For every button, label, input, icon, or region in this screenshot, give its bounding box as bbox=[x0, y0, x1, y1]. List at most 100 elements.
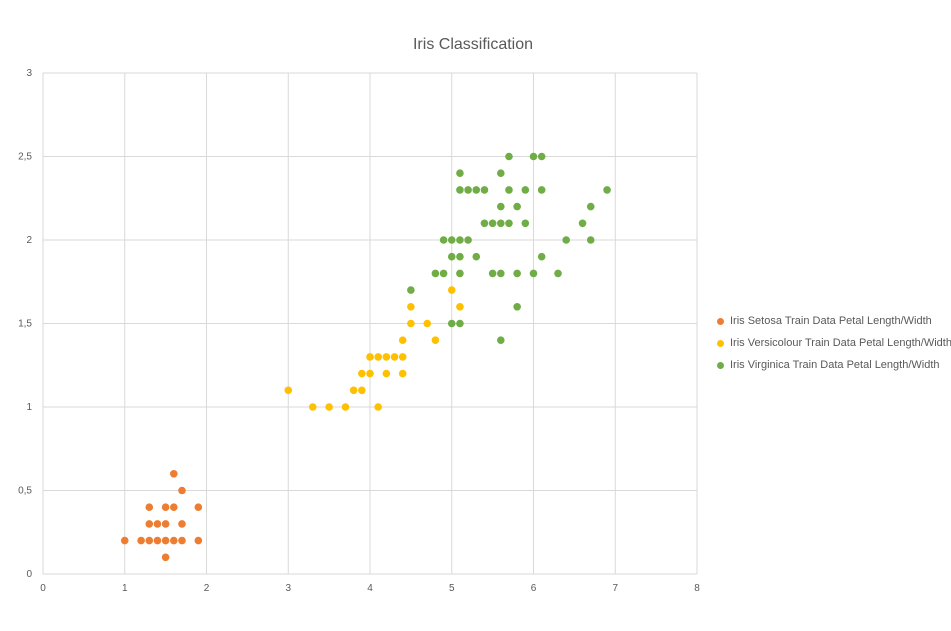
data-point bbox=[456, 303, 464, 311]
data-point bbox=[407, 286, 415, 294]
legend-item: Iris Virginica Train Data Petal Length/W… bbox=[717, 359, 951, 371]
data-point bbox=[194, 503, 203, 512]
data-point bbox=[390, 353, 399, 361]
data-point bbox=[398, 353, 407, 361]
data-point bbox=[521, 219, 530, 228]
data-point bbox=[398, 369, 407, 378]
data-point bbox=[170, 536, 178, 545]
data-point bbox=[178, 486, 186, 495]
data-point bbox=[358, 386, 366, 395]
x-tick-label: 0 bbox=[40, 583, 46, 594]
data-point bbox=[161, 536, 170, 545]
data-point bbox=[562, 236, 570, 244]
data-point bbox=[529, 152, 538, 161]
y-tick-label: 0 bbox=[26, 569, 32, 580]
data-point bbox=[358, 369, 366, 378]
data-point bbox=[456, 186, 464, 194]
data-point bbox=[505, 186, 513, 194]
data-point bbox=[161, 520, 170, 528]
x-tick-label: 4 bbox=[367, 583, 373, 594]
data-point bbox=[382, 369, 391, 378]
data-point bbox=[456, 319, 464, 328]
data-point bbox=[120, 536, 129, 545]
series-2 bbox=[284, 286, 464, 411]
legend-item: Iris Versicolour Train Data Petal Length… bbox=[717, 337, 951, 349]
x-tick-label: 3 bbox=[285, 583, 291, 594]
data-point bbox=[513, 269, 521, 278]
data-point bbox=[505, 152, 513, 161]
grid-lines bbox=[42, 72, 698, 575]
legend-label: Iris Setosa Train Data Petal Length/Widt… bbox=[730, 315, 932, 327]
data-point bbox=[578, 219, 587, 228]
data-point bbox=[145, 536, 154, 545]
data-point bbox=[529, 269, 538, 278]
data-point bbox=[456, 269, 464, 278]
data-point bbox=[374, 353, 382, 361]
data-point bbox=[325, 403, 333, 411]
legend-label: Iris Versicolour Train Data Petal Length… bbox=[730, 337, 951, 349]
legend-item: Iris Setosa Train Data Petal Length/Widt… bbox=[717, 315, 951, 327]
data-point bbox=[145, 503, 154, 512]
y-tick-label: 2 bbox=[26, 235, 32, 246]
legend-label: Iris Virginica Train Data Petal Length/W… bbox=[730, 359, 940, 371]
x-tick-label: 5 bbox=[449, 583, 455, 594]
y-tick-label: 0,5 bbox=[18, 486, 32, 497]
data-point bbox=[447, 236, 456, 244]
data-point bbox=[178, 520, 186, 528]
data-point bbox=[537, 152, 546, 161]
data-point bbox=[586, 236, 595, 244]
data-point bbox=[505, 219, 513, 228]
data-point bbox=[472, 186, 481, 194]
data-point bbox=[497, 219, 505, 228]
data-point bbox=[497, 169, 505, 177]
data-point bbox=[456, 252, 464, 261]
data-point bbox=[398, 336, 407, 345]
data-point bbox=[431, 336, 440, 345]
data-point bbox=[153, 536, 162, 545]
data-point bbox=[153, 520, 162, 528]
chart-title: Iris Classification bbox=[412, 36, 534, 53]
y-tick-label: 2,5 bbox=[18, 152, 32, 163]
data-point bbox=[447, 319, 456, 328]
data-point bbox=[308, 403, 317, 411]
data-point bbox=[447, 286, 456, 294]
data-point bbox=[145, 520, 154, 528]
data-point bbox=[480, 186, 489, 194]
data-point bbox=[603, 186, 611, 194]
data-point bbox=[447, 252, 456, 261]
data-point bbox=[497, 202, 505, 211]
data-point bbox=[407, 319, 415, 328]
y-tick-label: 1,5 bbox=[18, 319, 32, 330]
data-point bbox=[366, 353, 374, 361]
data-point bbox=[537, 186, 546, 194]
data-point bbox=[137, 536, 145, 545]
tick-labels: 0 1 2 3 4 5 6 7 8 0 0,5 1 1,5 2 2,5 3 bbox=[18, 68, 700, 594]
series-1 bbox=[120, 470, 203, 562]
data-point bbox=[407, 303, 415, 311]
data-point bbox=[456, 169, 464, 177]
data-point bbox=[194, 536, 203, 545]
x-tick-label: 2 bbox=[204, 583, 210, 594]
data-point bbox=[521, 186, 530, 194]
data-point bbox=[439, 236, 448, 244]
data-point bbox=[464, 186, 472, 194]
series-3 bbox=[407, 152, 611, 345]
data-point bbox=[537, 252, 546, 261]
legend-marker bbox=[717, 361, 724, 369]
x-tick-label: 8 bbox=[694, 583, 700, 594]
data-point bbox=[586, 202, 595, 211]
x-tick-label: 1 bbox=[122, 583, 128, 594]
data-point bbox=[374, 403, 382, 411]
data-point bbox=[497, 269, 505, 278]
data-point bbox=[464, 236, 472, 244]
data-point bbox=[161, 503, 170, 512]
y-tick-label: 1 bbox=[26, 402, 32, 413]
data-point bbox=[497, 336, 505, 345]
x-tick-label: 6 bbox=[531, 583, 537, 594]
data-point bbox=[178, 536, 186, 545]
y-tick-label: 3 bbox=[26, 68, 32, 79]
data-point bbox=[341, 403, 350, 411]
data-point bbox=[488, 219, 497, 228]
data-point bbox=[366, 369, 374, 378]
